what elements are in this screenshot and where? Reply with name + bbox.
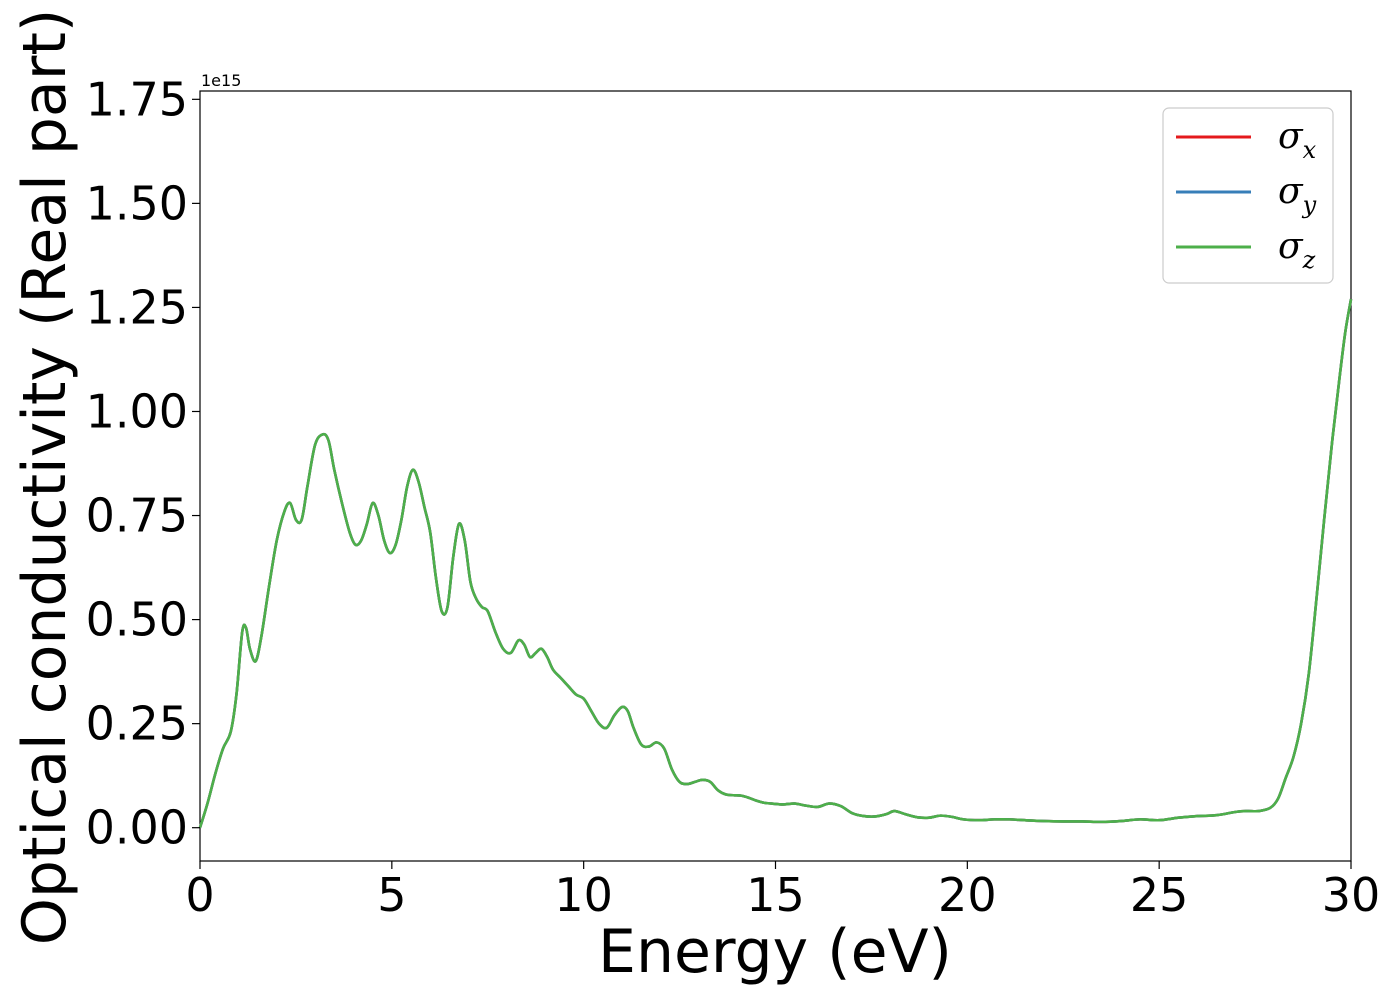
y-tick-label: 1.00 bbox=[86, 384, 188, 438]
y-axis-ticks: 0.00 0.25 0.50 0.75 1.00 1.25 1.50 1.75 bbox=[86, 72, 200, 855]
y-offset-label: 1e15 bbox=[201, 71, 241, 90]
series-line-z bbox=[198, 298, 1353, 829]
x-tick-label: 30 bbox=[1322, 868, 1381, 922]
legend-box bbox=[1162, 107, 1334, 284]
x-axis-ticks: 0 5 10 15 20 25 30 bbox=[185, 861, 1380, 922]
y-axis-title: Optical conductivity (Real part) bbox=[10, 9, 80, 946]
y-tick-label: 1.25 bbox=[86, 280, 188, 334]
x-tick-label: 5 bbox=[377, 868, 406, 922]
y-tick-label: 0.25 bbox=[86, 697, 188, 751]
x-tick-label: 15 bbox=[746, 868, 805, 922]
legend-label-z: σz bbox=[1278, 226, 1316, 274]
y-tick-label: 1.75 bbox=[86, 72, 188, 126]
y-tick-label: 0.00 bbox=[86, 801, 188, 855]
x-axis-title: Energy (eV) bbox=[598, 917, 952, 987]
x-tick-label: 25 bbox=[1130, 868, 1189, 922]
legend-label-x: σx bbox=[1278, 116, 1317, 164]
x-tick-label: 0 bbox=[185, 868, 214, 922]
y-tick-label: 0.50 bbox=[86, 593, 188, 647]
y-tick-label: 0.75 bbox=[86, 489, 188, 543]
series-lines bbox=[198, 298, 1353, 829]
x-tick-label: 10 bbox=[554, 868, 613, 922]
y-tick-label: 1.50 bbox=[86, 176, 188, 230]
legend: σx σy σz bbox=[1162, 107, 1334, 284]
x-tick-label: 20 bbox=[938, 868, 997, 922]
legend-label-y: σy bbox=[1278, 171, 1317, 219]
